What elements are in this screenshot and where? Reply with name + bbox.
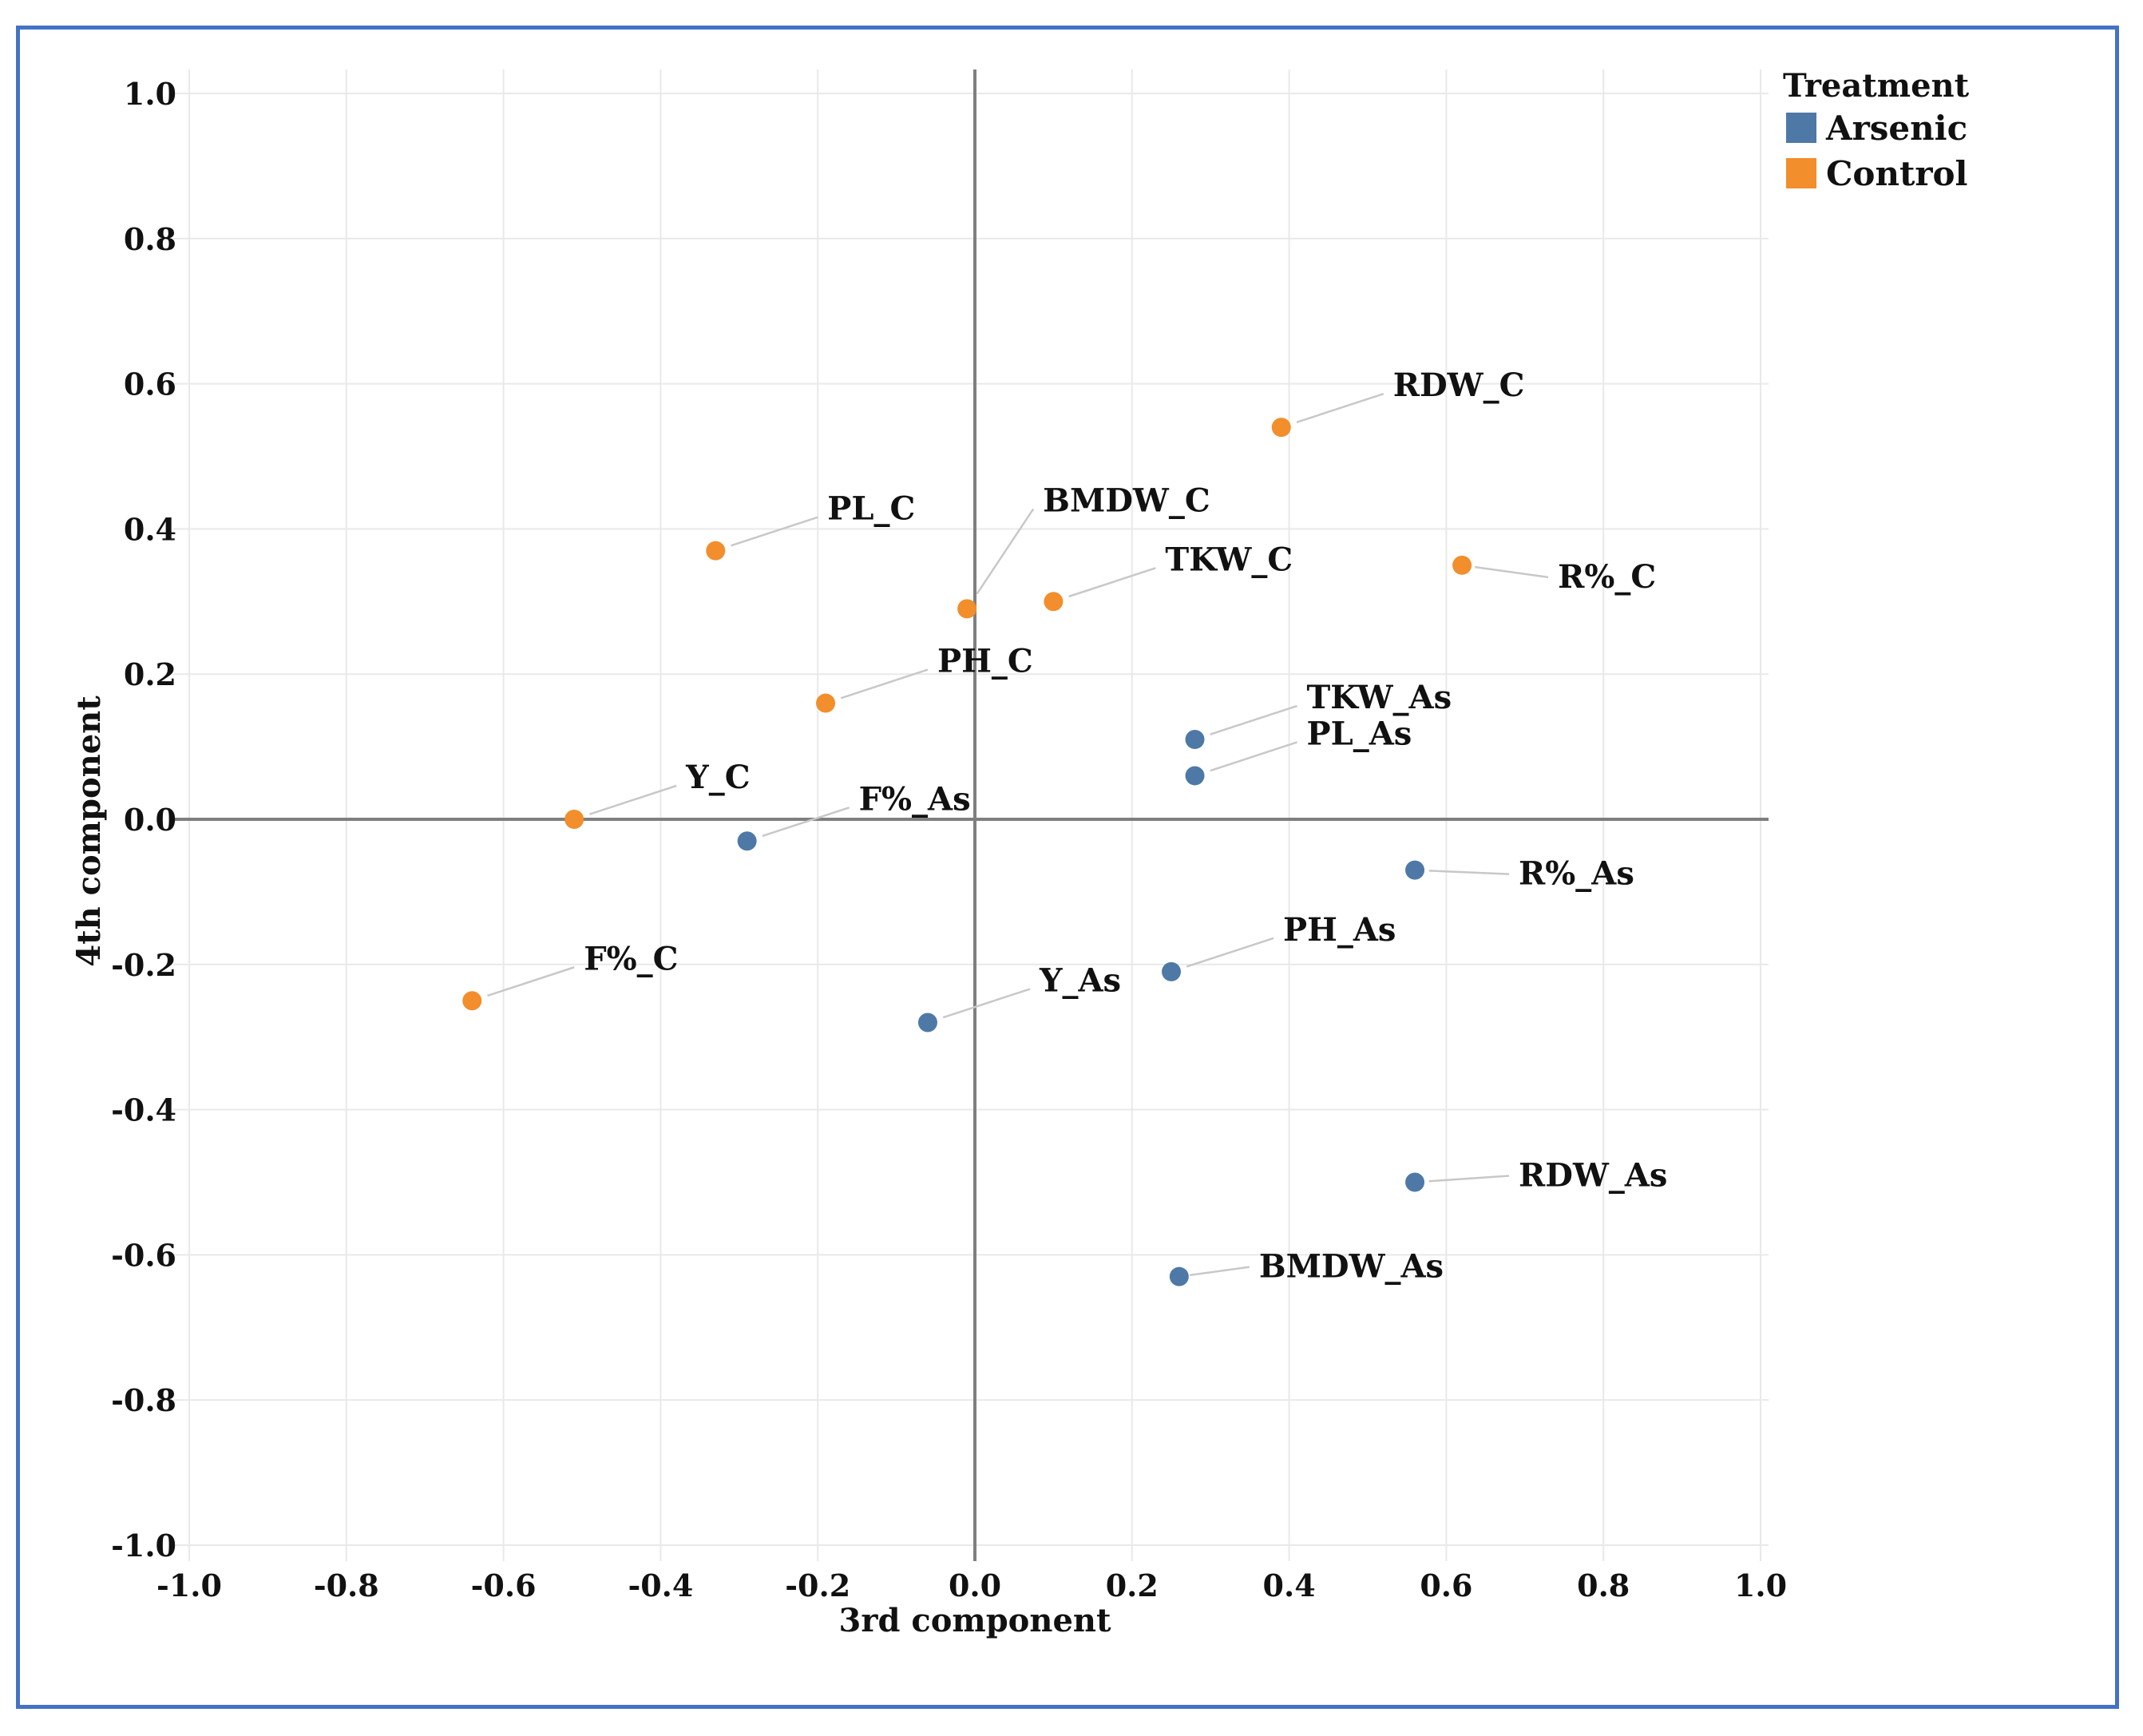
leader-line — [942, 988, 1031, 1019]
label-leader-lines — [487, 392, 1549, 1277]
x-tick-label: 1.0 — [1734, 1568, 1787, 1603]
leader-line — [1296, 392, 1384, 424]
point-label: F%_C — [584, 940, 678, 977]
leader-line — [762, 807, 850, 838]
point-label: Y_As — [1039, 962, 1121, 1000]
legend-label-control: Control — [1826, 154, 1967, 193]
data-point — [564, 810, 584, 829]
data-point — [1452, 555, 1472, 575]
chart-frame: -1.0 -0.8 -0.6 -0.4 -0.2 0.0 0.2 0.4 0.6 0.8 1.0 1.… — [16, 26, 2119, 1709]
point-label: PH_C — [937, 643, 1033, 680]
y-tick-label: 0.0 — [124, 802, 176, 838]
data-point — [1405, 1172, 1425, 1192]
leader-line — [976, 508, 1035, 595]
point-label: PL_As — [1307, 715, 1412, 752]
x-tick-label: -0.2 — [785, 1568, 850, 1603]
data-point — [1271, 418, 1291, 438]
leader-line — [840, 668, 929, 700]
x-tick-label: 0.2 — [1106, 1568, 1159, 1603]
legend: Treatment Arsenic Control — [1783, 67, 1970, 193]
data-point — [1162, 961, 1181, 981]
x-tick-label: 0.0 — [949, 1568, 1001, 1603]
point-label: PL_C — [827, 490, 915, 528]
data-point — [1185, 766, 1205, 786]
tick-labels: -1.0 -0.8 -0.6 -0.4 -0.2 0.0 0.2 0.4 0.6 0.8 1.0 1.… — [111, 76, 1787, 1603]
legend-title: Treatment — [1783, 67, 1970, 105]
data-point — [1185, 730, 1205, 750]
x-tick-label: -0.6 — [471, 1568, 537, 1603]
leader-line — [1210, 741, 1297, 772]
point-label: R%_C — [1558, 558, 1656, 596]
leader-line — [1428, 1175, 1510, 1183]
y-tick-label: 0.6 — [124, 367, 176, 402]
leader-line — [1068, 567, 1156, 598]
y-tick-label: -0.4 — [111, 1092, 176, 1128]
point-label: Y_C — [685, 759, 750, 796]
legend-swatch-control — [1786, 158, 1816, 188]
leader-line — [731, 516, 818, 547]
data-points — [462, 418, 1472, 1286]
y-tick-label: -1.0 — [111, 1528, 176, 1564]
x-tick-label: 0.6 — [1420, 1568, 1472, 1603]
leader-line — [1189, 1266, 1250, 1277]
x-tick-label: -1.0 — [156, 1568, 222, 1603]
x-axis-title: 3rd component — [839, 1602, 1111, 1639]
x-tick-label: 0.4 — [1263, 1568, 1316, 1603]
data-point — [816, 693, 836, 713]
legend-label-arsenic: Arsenic — [1825, 109, 1967, 148]
leader-line — [487, 966, 575, 997]
point-label: TKW_As — [1307, 679, 1452, 716]
data-point — [917, 1013, 937, 1032]
y-axis-title: 4th component — [70, 696, 108, 967]
point-label: TKW_C — [1165, 541, 1293, 578]
leader-line — [1186, 937, 1274, 968]
y-tick-label: -0.2 — [111, 947, 176, 983]
y-tick-label: -0.8 — [111, 1382, 176, 1418]
leader-line — [588, 784, 677, 815]
point-label: PH_As — [1283, 911, 1396, 949]
x-tick-label: -0.8 — [314, 1568, 379, 1603]
point-label: F%_As — [859, 780, 971, 818]
y-tick-label: 0.4 — [124, 511, 176, 547]
data-point — [1169, 1266, 1189, 1286]
x-tick-label: -0.4 — [628, 1568, 693, 1603]
y-tick-label: 0.8 — [124, 221, 176, 257]
y-tick-label: 0.2 — [124, 656, 176, 692]
axes — [173, 69, 1769, 1561]
leader-line — [1475, 565, 1549, 579]
point-label: RDW_As — [1519, 1157, 1667, 1195]
data-point — [957, 599, 977, 619]
data-point — [462, 991, 482, 1011]
y-tick-label: -0.6 — [111, 1237, 176, 1273]
leader-line — [1428, 870, 1510, 875]
scatter-chart: -1.0 -0.8 -0.6 -0.4 -0.2 0.0 0.2 0.4 0.6 0.8 1.0 1.… — [70, 67, 1970, 1639]
point-label: BMDW_C — [1043, 482, 1210, 519]
data-point — [737, 831, 757, 851]
point-label: R%_As — [1519, 855, 1634, 893]
leader-line — [1210, 704, 1297, 735]
point-label: BMDW_As — [1259, 1248, 1444, 1286]
x-tick-label: 0.8 — [1577, 1568, 1630, 1603]
data-point — [1405, 860, 1425, 880]
point-label: RDW_C — [1393, 367, 1525, 404]
legend-swatch-arsenic — [1786, 113, 1816, 143]
data-point — [1044, 592, 1064, 612]
y-tick-label: 1.0 — [124, 76, 176, 112]
grid — [173, 69, 1769, 1561]
data-point — [706, 541, 726, 561]
